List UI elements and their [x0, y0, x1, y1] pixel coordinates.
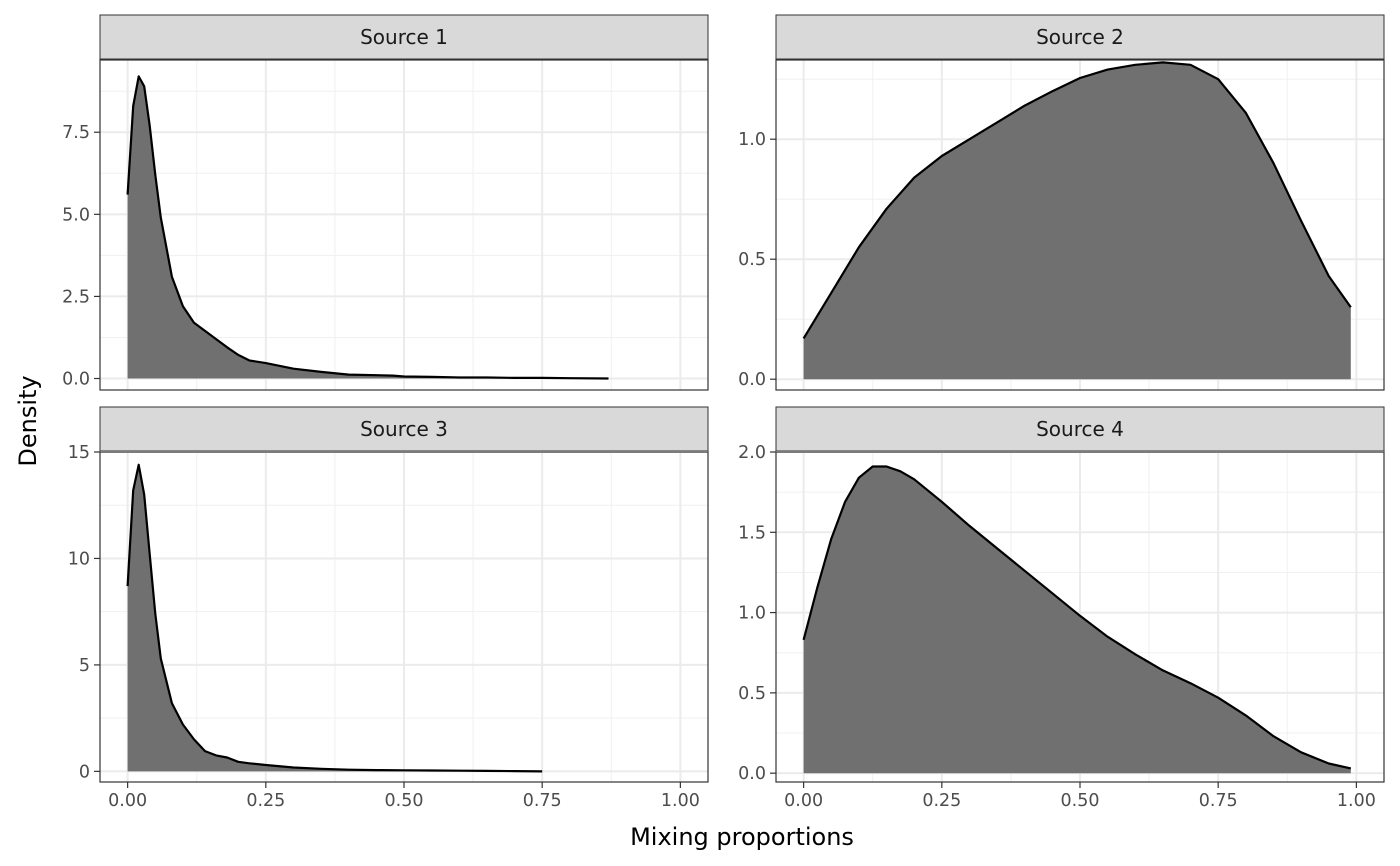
- y-tick-label: 1.0: [738, 130, 766, 150]
- y-tick-label: 5.0: [62, 205, 90, 225]
- x-tick-label: 0.75: [1199, 791, 1238, 811]
- panel-border: [775, 59, 1385, 391]
- x-tick-label: 0.75: [523, 791, 562, 811]
- x-tick-label: 0.25: [922, 791, 961, 811]
- y-tick-label: 15: [68, 443, 90, 463]
- y-tick-label: 7.5: [62, 123, 90, 143]
- y-tick-label: 1.0: [738, 604, 766, 624]
- y-tick-label: 0.0: [738, 764, 766, 784]
- y-axis-title: Density: [14, 375, 42, 466]
- y-tick-label: 2.5: [62, 287, 90, 307]
- facet-strip-label: Source 1: [360, 25, 448, 49]
- facet-strip-label: Source 2: [1036, 25, 1124, 49]
- x-tick-label: 0.00: [784, 791, 823, 811]
- density-line: [802, 465, 1352, 770]
- panel-4: Source 4 0.0 0.5 1.0 1.5 2.0 0.00 0.25 0.50 0.75 1…: [738, 406, 1385, 811]
- panel-border: [99, 59, 709, 391]
- x-tick-label: 1.00: [1337, 791, 1376, 811]
- y-tick-label: 10: [68, 549, 90, 569]
- x-tick-label: 1.00: [661, 791, 700, 811]
- y-tick-label: 5: [79, 656, 90, 676]
- y-tick-label: 0: [79, 762, 90, 782]
- x-tick-label: 0.50: [1061, 791, 1100, 811]
- y-tick-label: 0.5: [738, 250, 766, 270]
- panel-2: Source 2 0.0 0.5 1.0: [738, 14, 1385, 391]
- panel-3: Source 3 0 5 10 15 0.00 0.25 0.50 0.75 1.00: [68, 406, 709, 811]
- facet-strip-label: Source 3: [360, 417, 448, 441]
- x-tick-label: 0.00: [108, 791, 147, 811]
- density-area: [127, 464, 543, 772]
- y-tick-label: 2.0: [738, 443, 766, 463]
- facet-strip-label: Source 4: [1036, 417, 1124, 441]
- facet-strip: [99, 14, 709, 60]
- facet-strip: [775, 406, 1385, 452]
- y-tick-label: 0.0: [62, 370, 90, 390]
- x-tick-label: 0.50: [385, 791, 424, 811]
- y-tick-label: 1.5: [738, 523, 766, 543]
- panel-1: Source 1 0.0 2.5 5.0 7.5: [62, 14, 709, 391]
- density-line: [126, 75, 609, 380]
- y-tick-label: 0.5: [738, 684, 766, 704]
- density-line: [126, 463, 543, 773]
- y-tick-label: 0.0: [738, 370, 766, 390]
- density-line: [802, 61, 1352, 339]
- facet-strip: [775, 14, 1385, 60]
- density-area: [803, 62, 1351, 380]
- x-tick-label: 0.25: [246, 791, 285, 811]
- facet-strip: [99, 406, 709, 452]
- density-area: [127, 76, 609, 379]
- x-axis-title: Mixing proportions: [630, 823, 854, 851]
